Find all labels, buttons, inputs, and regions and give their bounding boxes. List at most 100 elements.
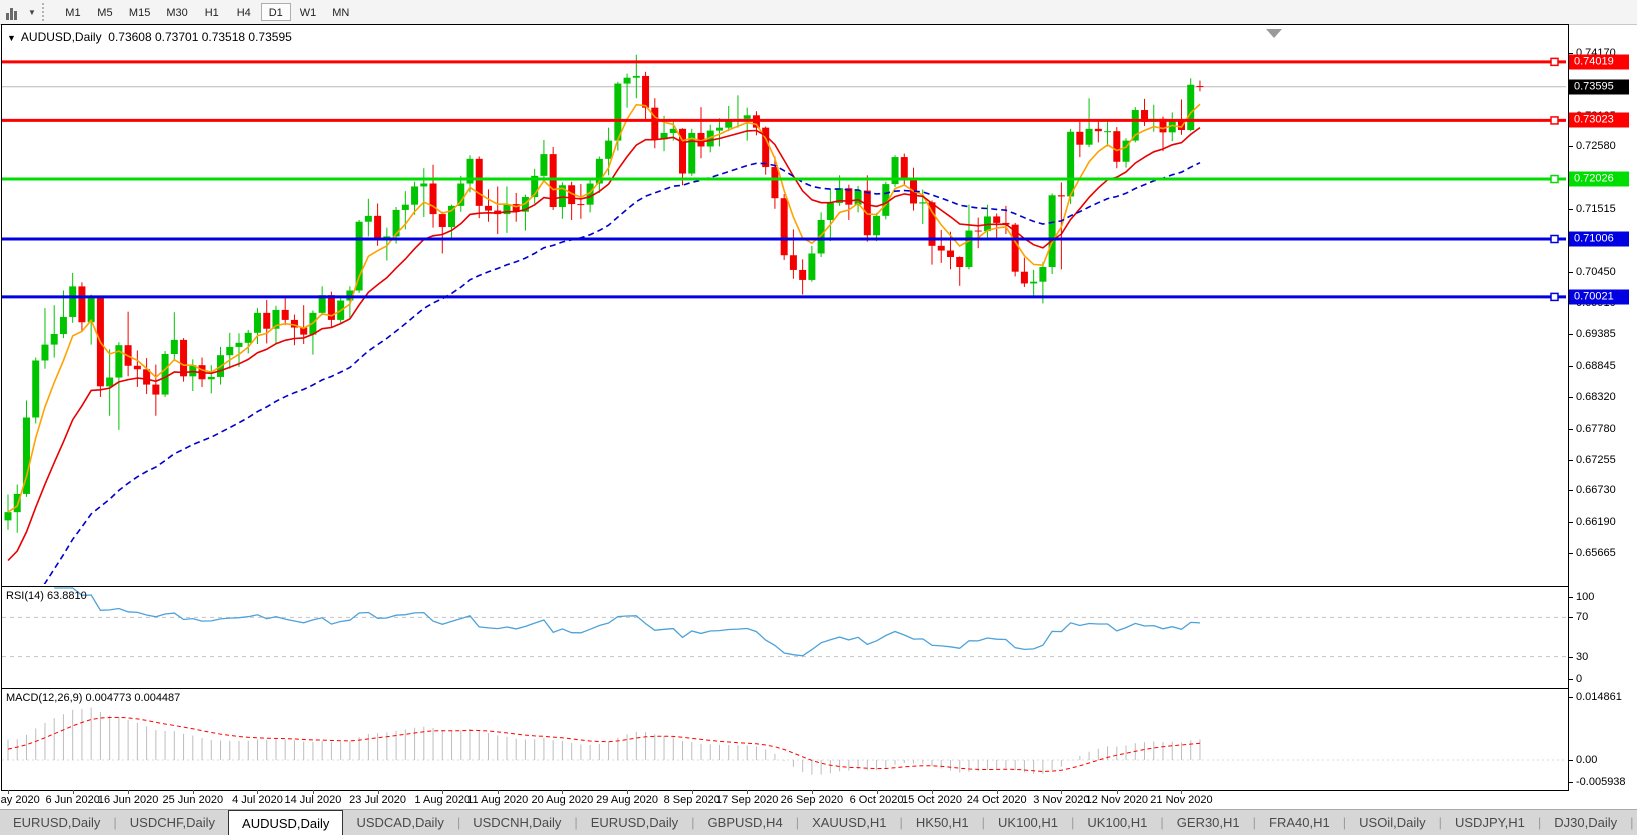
timeframe-button-W1[interactable]: W1 xyxy=(293,3,324,21)
date-tick-label: 8 Sep 2020 xyxy=(663,794,720,806)
symbol-tab-EURUSD-Daily[interactable]: EURUSD,Daily xyxy=(590,815,679,830)
symbol-tab-FRA40-H1[interactable]: FRA40,H1 xyxy=(1269,815,1330,830)
date-tick-label: 17 Sep 2020 xyxy=(715,794,779,806)
date-tick-label: 20 Aug 2020 xyxy=(531,794,594,806)
macd-label: MACD(12,26,9) 0.004773 0.004487 xyxy=(6,692,181,704)
timeframe-button-M15[interactable]: M15 xyxy=(122,3,157,21)
macd-indicator-pane[interactable] xyxy=(1,688,1569,791)
date-tick xyxy=(442,790,444,794)
symbol-tab-USDCNH-Daily[interactable]: USDCNH,Daily xyxy=(473,815,562,830)
timeframe-button-M30[interactable]: M30 xyxy=(159,3,194,21)
hline-handle-0.71006[interactable] xyxy=(1550,234,1559,244)
date-tick xyxy=(562,790,564,794)
date-tick xyxy=(747,790,749,794)
rsi-chart xyxy=(2,587,1566,658)
chevron-down-icon[interactable]: ▼ xyxy=(28,7,36,17)
date-tick xyxy=(72,790,74,794)
price-tick-label: 0.68845 xyxy=(1576,360,1616,373)
timeframe-button-H1[interactable]: H1 xyxy=(197,3,227,21)
date-tick xyxy=(192,790,194,794)
price-tick-label: 0.67255 xyxy=(1576,453,1616,466)
hline-handle-0.74019[interactable] xyxy=(1550,57,1559,67)
price-chart-pane[interactable] xyxy=(1,24,1569,587)
date-tick-label: 26 Sep 2020 xyxy=(780,794,844,806)
date-tick xyxy=(312,790,314,794)
timeframe-button-M5[interactable]: M5 xyxy=(90,3,120,21)
symbol-tab-USDJPY-H1[interactable]: USDJPY,H1 xyxy=(1455,815,1525,830)
symbol-tab-HK50-H1[interactable]: HK50,H1 xyxy=(915,815,969,830)
symbol-tab-AUDUSD-Daily[interactable]: AUDUSD,Daily xyxy=(228,810,344,835)
price-tick-label: 0.69385 xyxy=(1576,328,1616,341)
scroll-to-end-marker-icon[interactable] xyxy=(1266,29,1282,38)
price-tick-label: 0.65665 xyxy=(1576,547,1616,559)
symbol-tab-DJ30-Daily[interactable]: DJ30,Daily xyxy=(1554,815,1618,830)
price-tick-label: 0.71515 xyxy=(1576,203,1616,216)
date-tick xyxy=(691,790,693,794)
chart-symbol-label: AUDUSD,Daily xyxy=(20,30,102,44)
date-tick xyxy=(1116,790,1118,794)
chart-ohlc-values: 0.73608 0.73701 0.73518 0.73595 xyxy=(108,30,292,44)
symbol-tab-GER30-H1[interactable]: GER30,H1 xyxy=(1176,815,1240,830)
price-tick-label: 0.74170 xyxy=(1576,47,1616,59)
chart-tool-icon[interactable] xyxy=(4,2,28,22)
timeframe-button-D1[interactable]: D1 xyxy=(260,3,291,21)
tab-separator: | xyxy=(456,815,461,830)
tab-separator: | xyxy=(1160,815,1164,830)
rsi-tick-label: 70 xyxy=(1576,611,1589,624)
chart-title-caret-icon[interactable]: ▼ xyxy=(7,33,16,43)
hline-handle-0.72026[interactable] xyxy=(1550,174,1559,184)
date-tick-label: 25 Jun 2020 xyxy=(162,794,224,806)
toolbar-grip[interactable] xyxy=(41,3,49,21)
symbol-tab-USOil-Daily[interactable]: USOil,Daily xyxy=(1359,815,1426,830)
symbol-tab-USDCHF-Daily[interactable]: USDCHF,Daily xyxy=(129,815,216,830)
rsi-tick-label: 100 xyxy=(1576,591,1595,603)
date-tick xyxy=(257,790,259,794)
symbol-tab-CHINA300-H1[interactable]: CHINA300,H1 xyxy=(1633,810,1637,835)
price-flag-0.71006: 0.71006 xyxy=(1569,231,1629,247)
rsi-indicator-pane[interactable] xyxy=(1,586,1569,689)
date-tick-label: 15 Oct 2020 xyxy=(902,794,962,806)
date-tick-label: 24 Oct 2020 xyxy=(966,794,1027,806)
tab-separator: | xyxy=(1438,815,1442,830)
rsi-line xyxy=(54,587,1201,657)
date-tick xyxy=(128,790,130,794)
rsi-tick-label: 0 xyxy=(1576,673,1583,685)
date-tick xyxy=(996,790,998,794)
symbol-tab-UK100-H1[interactable]: UK100,H1 xyxy=(998,815,1059,830)
tab-separator: | xyxy=(1071,815,1075,830)
date-tick-label: 21 Nov 2020 xyxy=(1150,794,1213,806)
date-tick xyxy=(1061,790,1063,794)
date-tick-label: 12 Nov 2020 xyxy=(1085,794,1148,806)
date-tick xyxy=(1181,790,1183,794)
chart-title: ▼ AUDUSD,Daily 0.73608 0.73701 0.73518 0.… xyxy=(7,30,292,44)
symbol-tab-USDCAD-Daily[interactable]: USDCAD,Daily xyxy=(356,815,444,830)
tab-separator: | xyxy=(574,815,578,830)
price-tick-label: 0.67780 xyxy=(1576,422,1616,435)
timeframe-button-M1[interactable]: M1 xyxy=(58,3,88,21)
symbol-tab-UK100-H1[interactable]: UK100,H1 xyxy=(1087,815,1148,830)
timeframe-button-MN[interactable]: MN xyxy=(325,3,356,21)
timeframe-buttons: M1 M5 M15 M30 H1 H4 D1 W1 MN xyxy=(57,3,357,21)
candlestick-chart[interactable] xyxy=(2,25,1566,584)
date-tick-label: 23 Jul 2020 xyxy=(349,794,407,806)
tab-separator: | xyxy=(795,815,800,830)
symbol-tab-GBPUSD-H4[interactable]: GBPUSD,H4 xyxy=(707,815,783,830)
timeframe-button-H4[interactable]: H4 xyxy=(229,3,259,21)
symbol-tab-EURUSD-Daily[interactable]: EURUSD,Daily xyxy=(13,815,101,830)
date-tick-label: 3 Nov 2020 xyxy=(1033,794,1090,806)
tab-separator: | xyxy=(691,815,695,830)
macd-tick-label: 0.00 xyxy=(1576,754,1598,766)
price-flag-0.73023: 0.73023 xyxy=(1569,112,1629,128)
tab-separator: | xyxy=(1252,815,1257,830)
date-tick-label: 6 Oct 2020 xyxy=(849,794,904,806)
date-tick-label: 14 Jul 2020 xyxy=(284,794,342,806)
date-tick-label: 16 Jun 2020 xyxy=(97,794,159,806)
hline-handle-0.73023[interactable] xyxy=(1550,116,1559,125)
hline-handle-0.70021[interactable] xyxy=(1550,292,1559,302)
tab-separator: | xyxy=(899,815,903,830)
price-flag-0.74019: 0.74019 xyxy=(1569,54,1629,70)
date-tick xyxy=(811,790,813,794)
symbol-tab-XAUUSD-H1[interactable]: XAUUSD,H1 xyxy=(812,815,887,830)
